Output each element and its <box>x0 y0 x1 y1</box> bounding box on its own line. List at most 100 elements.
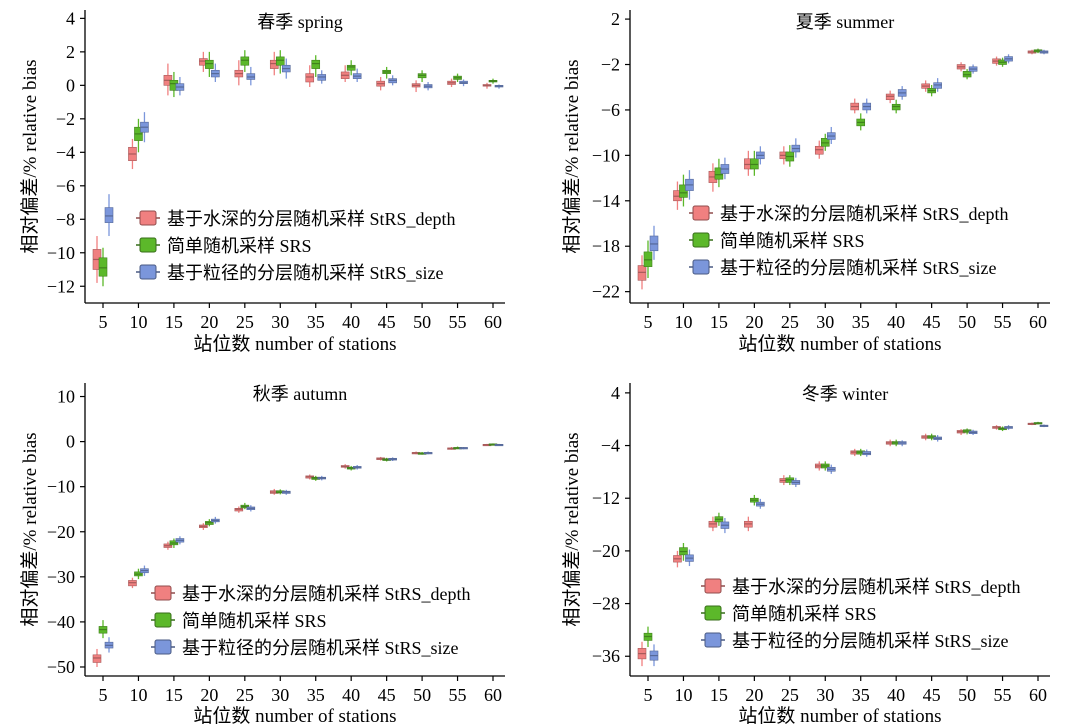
x-tick-label: 15 <box>710 685 728 705</box>
x-tick-label: 35 <box>307 685 325 705</box>
legend-swatch <box>139 210 157 226</box>
chart-panel: 4 −4 −12 −20 −28 −36 5 10 15 20 25 30 35 40 45 50 55 60 冬季… <box>561 383 1050 727</box>
legend-swatch <box>692 205 710 221</box>
y-tick-label: −6 <box>601 100 620 120</box>
x-tick-label: 45 <box>923 685 941 705</box>
y-tick-label: −50 <box>47 657 75 677</box>
box-mark <box>275 56 285 66</box>
y-tick-label: −10 <box>47 477 75 497</box>
x-tick-label: 25 <box>236 312 254 332</box>
y-tick-label: 2 <box>66 42 75 62</box>
y-tick-label: −20 <box>592 541 620 561</box>
box-mark <box>205 59 214 69</box>
y-tick-label: 10 <box>57 387 75 407</box>
box-mark <box>240 56 250 66</box>
legend-swatch <box>154 639 172 655</box>
x-tick-label: 60 <box>1029 685 1047 705</box>
box-mark <box>92 654 102 663</box>
y-tick-label: 0 <box>66 75 75 95</box>
chart-panel: 420−2−4−6−8−10−125 10 15 20 25 30 35 40 45 50 55 60… <box>19 8 505 355</box>
legend-swatch <box>139 237 157 253</box>
legend-swatch <box>692 232 710 248</box>
y-axis-label: 相对偏差/% relative bias <box>19 59 41 253</box>
x-tick-label: 50 <box>413 685 431 705</box>
x-tick-label: 20 <box>745 312 763 332</box>
x-tick-label: 55 <box>994 312 1012 332</box>
y-tick-label: −12 <box>592 488 620 508</box>
y-tick-label: 4 <box>611 383 620 403</box>
y-tick-label: −4 <box>601 436 620 456</box>
x-tick-label: 45 <box>378 312 396 332</box>
y-tick-label: −2 <box>601 55 620 75</box>
x-tick-label: 50 <box>958 312 976 332</box>
legend: 基于水深的分层随机采样 StRS_depth 简单随机采样 SRS 基于粒径的分层随… <box>151 584 471 658</box>
x-tick-label: 15 <box>165 685 183 705</box>
legend-label: 基于粒径的分层随机采样 StRS_size <box>167 263 444 283</box>
x-tick-label: 10 <box>674 312 692 332</box>
y-tick-label: 0 <box>66 432 75 452</box>
legend-label: 基于粒径的分层随机采样 StRS_size <box>720 258 997 278</box>
y-tick-label: −10 <box>47 243 75 263</box>
x-tick-label: 25 <box>781 685 799 705</box>
y-tick-label: −30 <box>47 567 75 587</box>
x-tick-label: 5 <box>644 312 653 332</box>
x-tick-label: 10 <box>129 685 147 705</box>
x-tick-label: 60 <box>1029 312 1047 332</box>
x-tick-label: 5 <box>99 312 108 332</box>
x-tick-label: 55 <box>449 685 467 705</box>
x-tick-label: 40 <box>887 312 905 332</box>
y-axis-label: 相对偏差/% relative bias <box>561 432 583 626</box>
legend-label: 基于水深的分层随机采样 StRS_depth <box>732 577 1021 597</box>
x-tick-label: 40 <box>342 685 360 705</box>
y-tick-label: −22 <box>592 282 620 302</box>
x-axis-label: 站位数 number of stations <box>738 705 941 727</box>
x-tick-label: 40 <box>887 685 905 705</box>
chart-title: 秋季 autumn <box>253 384 348 404</box>
y-tick-label: 2 <box>611 9 620 29</box>
x-tick-label: 35 <box>307 312 325 332</box>
legend-label: 简单随机采样 SRS <box>732 604 877 624</box>
y-tick-label: −4 <box>56 142 75 162</box>
x-tick-label: 30 <box>816 312 834 332</box>
legend-swatch <box>704 578 722 594</box>
x-tick-label: 20 <box>745 685 763 705</box>
chart-title: 夏季 summer <box>796 12 895 32</box>
y-tick-label: −6 <box>56 176 75 196</box>
y-axis-label: 相对偏差/% relative bias <box>561 59 583 253</box>
x-axis-label: 站位数 number of stations <box>738 333 941 355</box>
x-axis-label: 站位数 number of stations <box>193 705 396 727</box>
legend-label: 简单随机采样 SRS <box>167 236 312 256</box>
y-tick-label: −10 <box>592 145 620 165</box>
legend-label: 基于粒径的分层随机采样 StRS_size <box>732 631 1009 651</box>
x-tick-label: 5 <box>99 685 108 705</box>
x-tick-label: 25 <box>781 312 799 332</box>
box-mark <box>679 184 688 198</box>
y-tick-label: −28 <box>592 594 620 614</box>
legend: 基于水深的分层随机采样 StRS_depth 简单随机采样 SRS 基于粒径的分层随… <box>689 204 1009 278</box>
x-tick-label: 50 <box>958 685 976 705</box>
chart-title: 春季 spring <box>257 12 343 32</box>
x-tick-label: 35 <box>852 685 870 705</box>
x-tick-label: 10 <box>674 685 692 705</box>
chart-panel: 2 −2 −6 −10 −14 −18 −22 5 10 15 20 25 30 35 40 45 50 55 60… <box>561 9 1050 355</box>
chart-panel: 10 0 −10 −20 −30 −40 −50 5 10 15 20 25 30 35 40 45 50 55 6… <box>19 383 505 727</box>
y-tick-label: −36 <box>592 646 620 666</box>
chart-title: 冬季 winter <box>802 384 888 404</box>
legend-swatch <box>154 585 172 601</box>
legend-label: 基于粒径的分层随机采样 StRS_size <box>182 638 459 658</box>
legend-swatch <box>704 605 722 621</box>
y-axis-label: 相对偏差/% relative bias <box>19 432 41 626</box>
x-tick-label: 45 <box>923 312 941 332</box>
x-tick-label: 60 <box>484 685 502 705</box>
legend-label: 基于水深的分层随机采样 StRS_depth <box>182 584 471 604</box>
x-tick-label: 30 <box>271 312 289 332</box>
x-tick-label: 45 <box>378 685 396 705</box>
legend-label: 简单随机采样 SRS <box>182 611 327 631</box>
y-tick-label: −40 <box>47 612 75 632</box>
x-tick-label: 60 <box>484 312 502 332</box>
x-tick-label: 35 <box>852 312 870 332</box>
box-mark <box>305 73 315 83</box>
legend: 基于水深的分层随机采样 StRS_depth 简单随机采样 SRS 基于粒径的分层随… <box>136 209 456 283</box>
x-tick-label: 20 <box>200 685 218 705</box>
x-tick-label: 50 <box>413 312 431 332</box>
